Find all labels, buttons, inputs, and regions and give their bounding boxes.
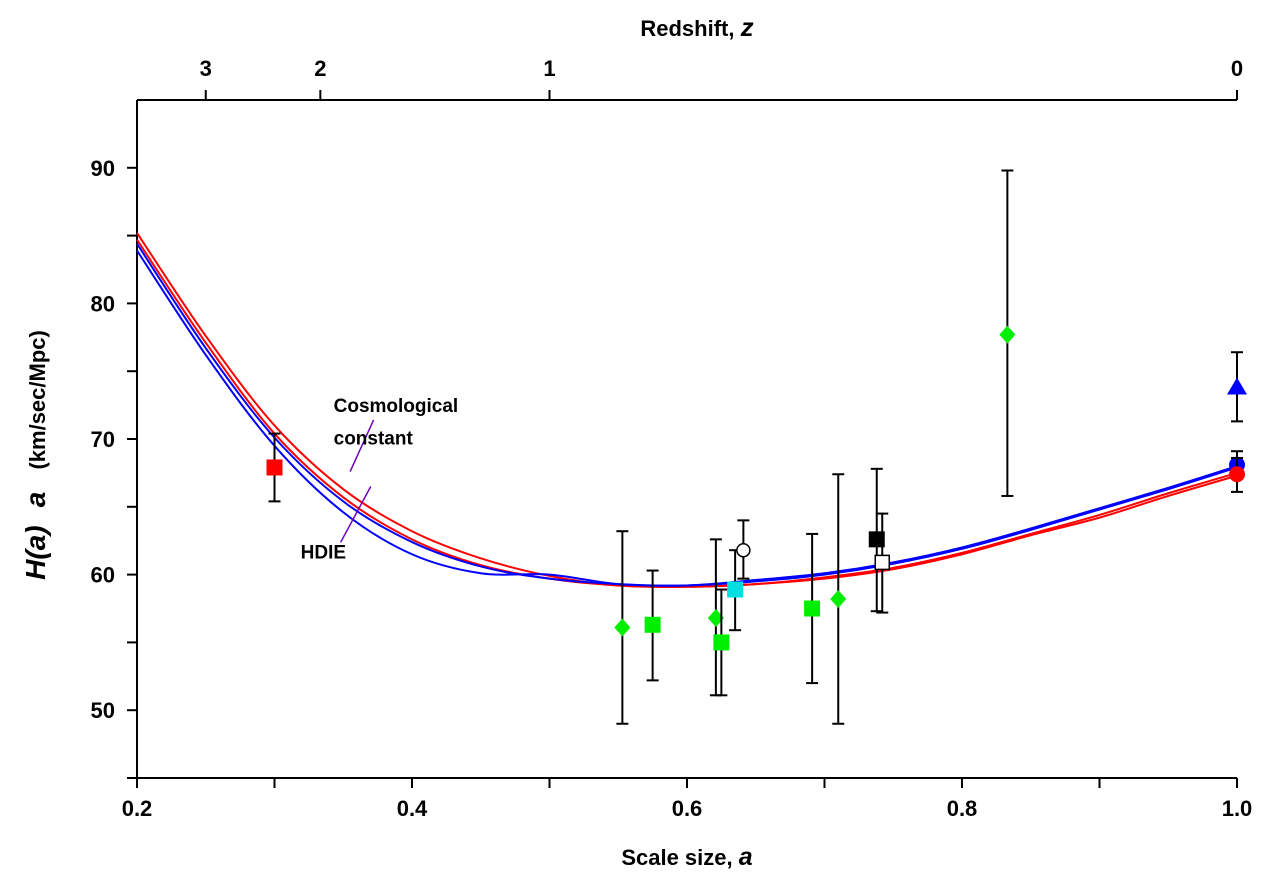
data-point-11	[999, 169, 1016, 497]
marker-open-square-10	[874, 554, 890, 571]
model-curve-0	[136, 232, 1238, 588]
y-axis-title: H(a) a (km/sec/Mpc)	[20, 330, 51, 580]
x-axis-title-text: Scale size,	[621, 845, 732, 870]
marker-triangle-12	[1227, 377, 1247, 395]
annotation-pointer-0	[349, 419, 375, 472]
z-tick-label-1: 2	[314, 56, 326, 81]
marker-diamond-3	[707, 608, 724, 627]
marker-circle-14	[1229, 466, 1245, 483]
z-tick-label-2: 1	[543, 56, 555, 81]
data-point-10	[874, 512, 890, 614]
y-axis-ticks: 50 60 70 80 90	[91, 156, 137, 779]
marker-diamond-8	[830, 590, 847, 609]
model-curve-2	[136, 243, 1238, 587]
curve-annotation-1: constant	[334, 428, 414, 449]
x2-axis-title-var: z	[740, 12, 754, 42]
marker-square-4	[713, 634, 730, 651]
curve-annotations: Cosmological constant HDIE	[301, 396, 459, 563]
marker-square-5	[727, 581, 744, 598]
y-tick-label-5: 70	[91, 427, 115, 452]
data-point-0	[266, 432, 283, 503]
x2-axis-title-text: Redshift,	[640, 16, 734, 41]
data-point-3	[707, 538, 724, 697]
y-axis-title-unit: (km/sec/Mpc)	[25, 330, 50, 469]
marker-open-circle-6	[736, 542, 751, 558]
y-tick-label-9: 90	[91, 156, 115, 181]
data-point-8	[830, 473, 847, 725]
redshift-axis-ticks: 3 2 1 0	[200, 56, 1243, 100]
marker-square-7	[804, 600, 821, 617]
marker-square-2	[644, 616, 661, 633]
marker-square-0	[266, 459, 283, 476]
data-point-1	[614, 530, 631, 725]
data-point-2	[644, 569, 661, 682]
curve-annotation-2: HDIE	[301, 542, 346, 563]
marker-diamond-1	[614, 618, 631, 637]
z-tick-label-0: 3	[200, 56, 212, 81]
axes	[136, 99, 1237, 779]
x2-axis-title: Redshift, z	[640, 12, 753, 42]
data-points	[266, 169, 1247, 725]
model-curve-3	[136, 249, 1238, 587]
z-tick-label-3: 0	[1231, 56, 1243, 81]
model-curve-1	[136, 239, 1238, 588]
data-point-9	[868, 467, 885, 613]
y-tick-label-3: 60	[91, 563, 115, 588]
curve-annotation-0: Cosmological	[334, 396, 459, 417]
y-tick-label-7: 80	[91, 291, 115, 316]
x-axis-ticks: 0.2 0.4 0.6 0.8 1.0	[122, 778, 1253, 821]
y-tick-label-1: 50	[91, 698, 115, 723]
x-tick-label-6: 0.8	[947, 796, 978, 821]
data-point-6	[736, 519, 751, 580]
data-point-14	[1229, 456, 1245, 493]
annotation-pointer-2	[339, 486, 372, 543]
model-curves	[136, 232, 1238, 588]
x-tick-label-8: 1.0	[1222, 796, 1253, 821]
x-axis-title-var: a	[739, 843, 753, 871]
data-point-5	[727, 549, 744, 632]
y-axis-title-var: H(a)	[20, 525, 51, 579]
x-tick-label-4: 0.6	[672, 796, 703, 821]
x-axis-title: Scale size, a	[621, 843, 752, 871]
marker-square-9	[868, 531, 885, 548]
data-point-12	[1227, 351, 1247, 423]
marker-diamond-11	[999, 325, 1016, 344]
x-tick-label-2: 0.4	[397, 796, 428, 821]
x-tick-label-0: 0.2	[122, 796, 153, 821]
data-point-4	[713, 588, 730, 697]
data-point-7	[804, 532, 821, 685]
y-axis-title-mult: a	[20, 492, 51, 508]
